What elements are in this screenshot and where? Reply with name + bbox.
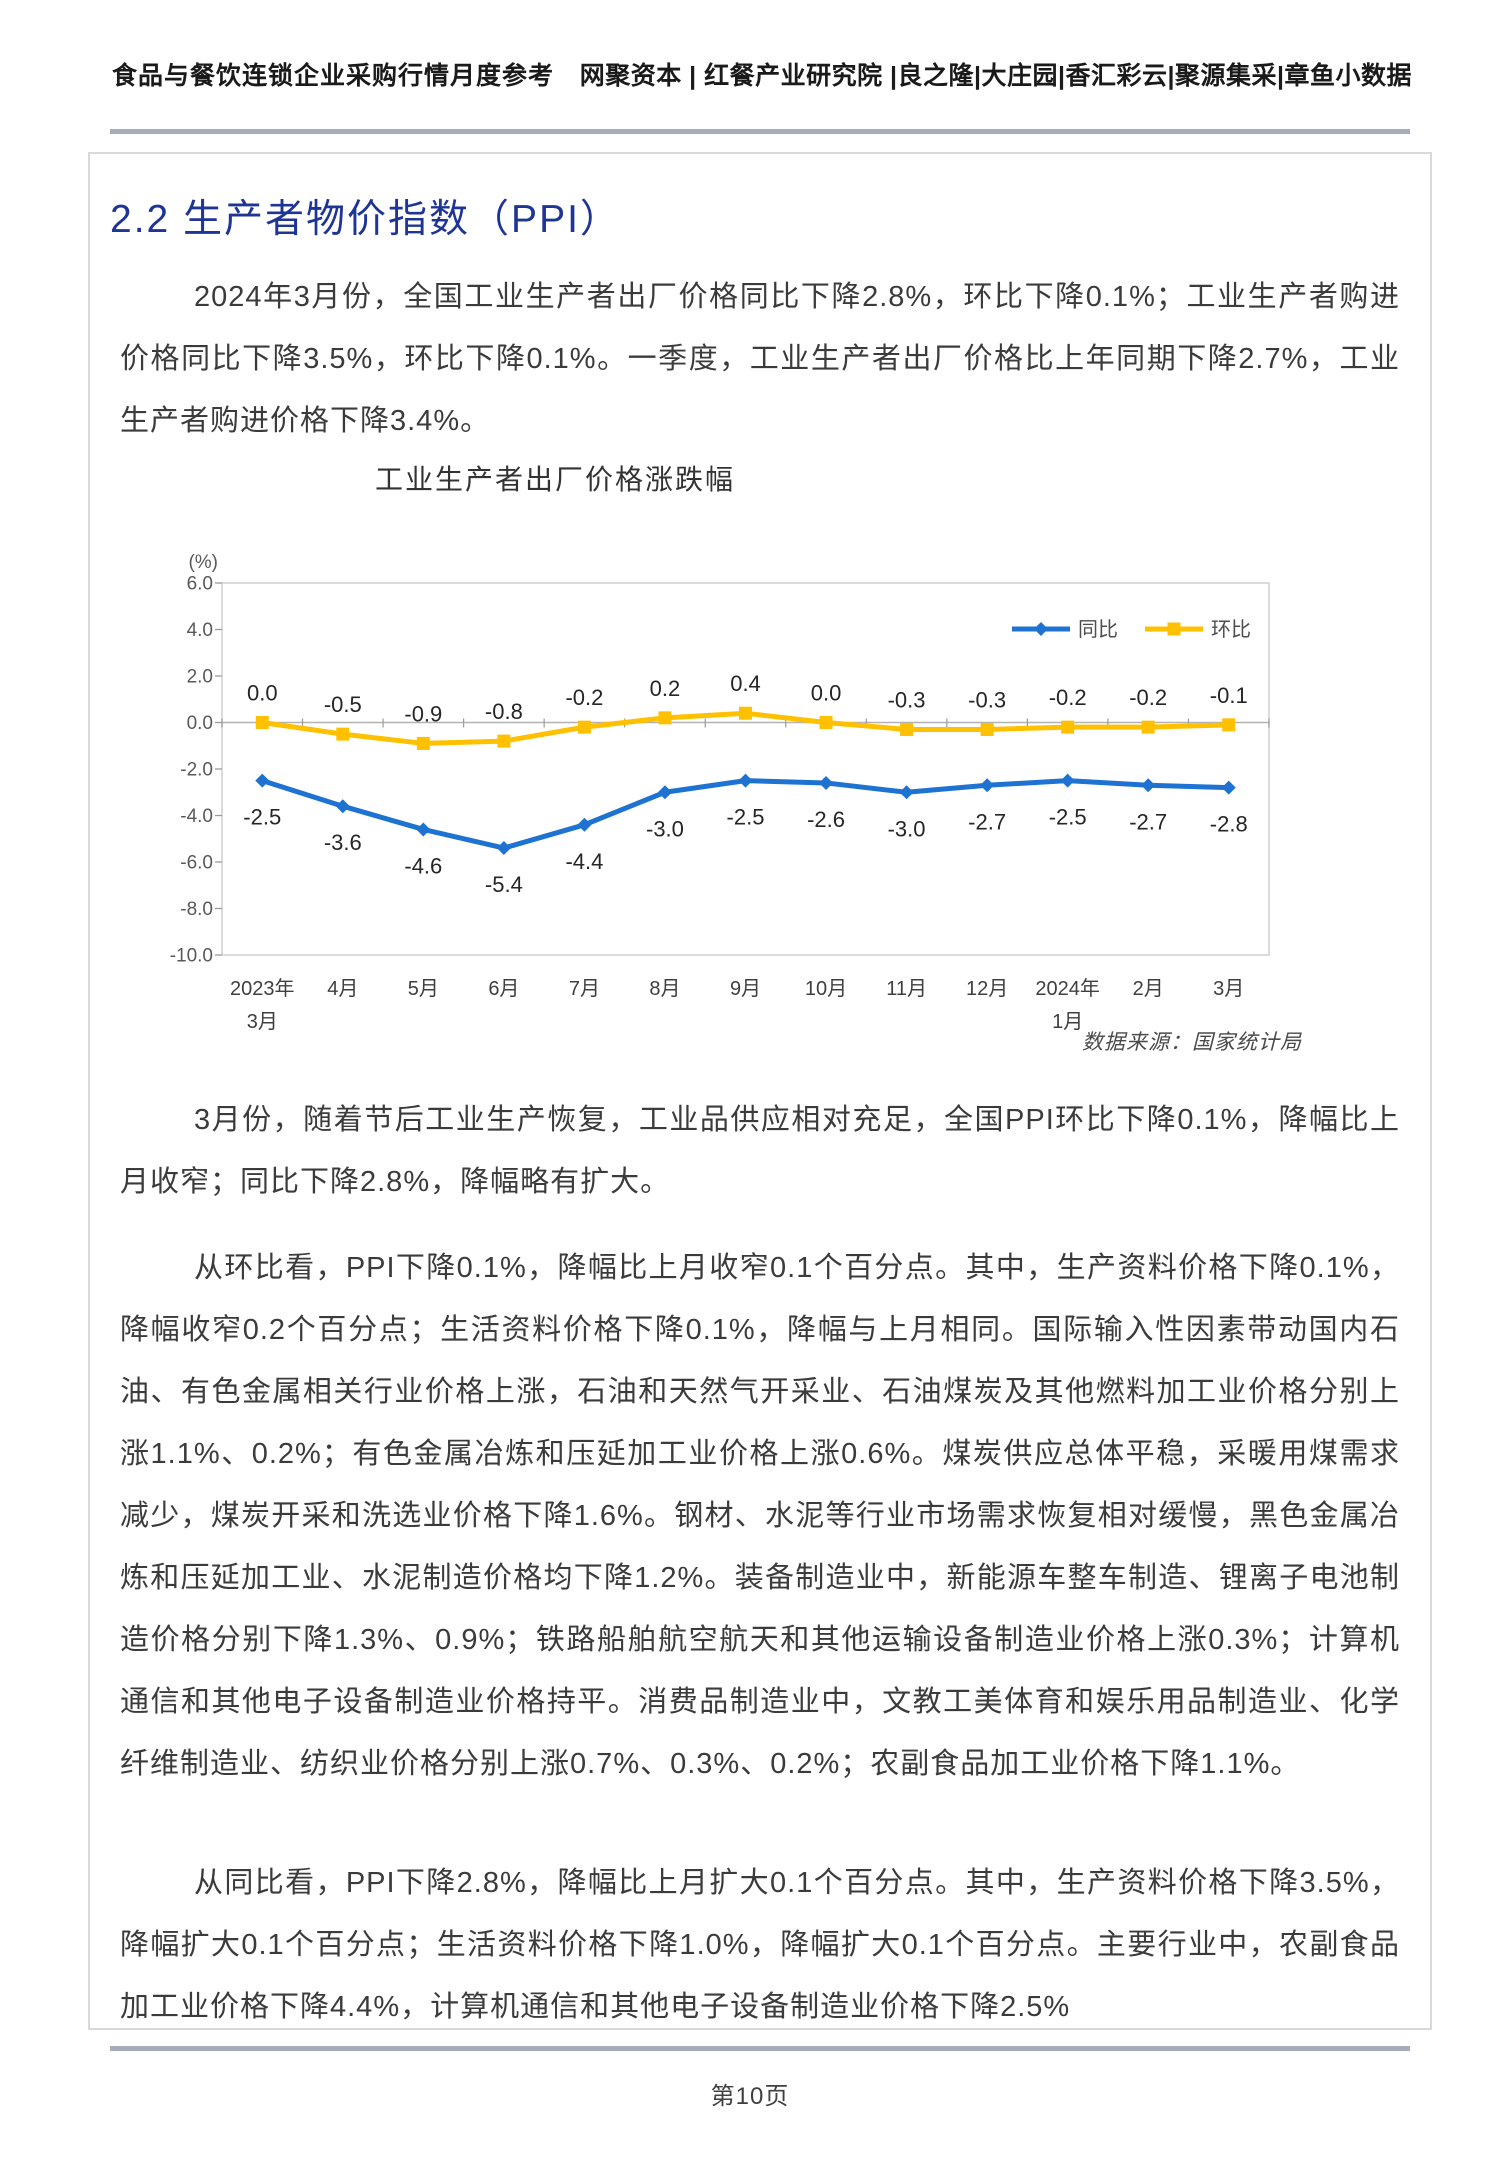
svg-text:8月: 8月	[649, 978, 680, 1000]
svg-text:-2.7: -2.7	[1129, 809, 1167, 834]
svg-text:10月: 10月	[805, 978, 847, 1000]
svg-text:环比: 环比	[1211, 618, 1251, 641]
paragraph-yoy-analysis: 从同比看，PPI下降2.8%，降幅比上月扩大0.1个百分点。其中，生产资料价格下…	[120, 1867, 1400, 2023]
svg-text:-2.7: -2.7	[968, 809, 1006, 834]
paragraph-march-overview: 3月份，随着节后工业生产恢复，工业品供应相对充足，全国PPI环比下降0.1%，降…	[120, 1104, 1400, 1198]
content-frame: 2.2 生产者物价指数（PPI） 2024年3月份，全国工业生产者出厂价格同比下…	[88, 152, 1432, 2030]
svg-text:-3.6: -3.6	[324, 830, 362, 855]
y-axis-unit-label: (%)	[188, 552, 218, 573]
section-heading: 2.2 生产者物价指数（PPI）	[110, 198, 621, 241]
svg-text:-3.0: -3.0	[888, 816, 926, 841]
svg-text:4.0: 4.0	[187, 620, 213, 641]
chart-legend: 同比 环比	[1012, 618, 1251, 641]
svg-text:1月: 1月	[1052, 1011, 1083, 1033]
paragraph-mom-analysis: 从环比看，PPI下降0.1%，降幅比上月收窄0.1个百分点。其中，生产资料价格下…	[120, 1252, 1400, 1780]
series-环比	[255, 706, 1236, 750]
svg-text:6.0: 6.0	[187, 574, 213, 595]
svg-text:6月: 6月	[488, 978, 519, 1000]
svg-text:-4.0: -4.0	[180, 806, 213, 827]
svg-text:0.4: 0.4	[730, 671, 761, 696]
data-labels-环比: 0.0 -0.5 -0.9 -0.8 -0.2 0.2 0.4 0.0 -0.3 -0.3 -0.2…	[247, 671, 1248, 726]
chart-source-note: 数据来源：国家统计局	[1082, 1031, 1302, 1054]
page-number: 第10页	[710, 2083, 790, 2110]
svg-text:5月: 5月	[408, 978, 439, 1000]
series-同比	[255, 773, 1236, 856]
svg-text:-4.6: -4.6	[404, 853, 442, 878]
svg-text:-0.2: -0.2	[1129, 685, 1167, 710]
ppi-line-chart: 6.0 4.0 2.0 0.0 -2.0 -4.0 -6.0 -8.0 -10.0 (%) 2023…	[170, 552, 1270, 1033]
svg-text:-2.0: -2.0	[180, 760, 213, 781]
svg-text:-4.4: -4.4	[565, 849, 603, 874]
svg-text:-2.8: -2.8	[1210, 812, 1248, 837]
svg-text:9月: 9月	[730, 978, 761, 1000]
svg-text:-0.3: -0.3	[968, 687, 1006, 712]
svg-text:4月: 4月	[327, 978, 358, 1000]
svg-text:11月: 11月	[886, 978, 927, 1000]
svg-text:-5.4: -5.4	[485, 872, 523, 897]
svg-text:0.0: 0.0	[811, 681, 842, 706]
chart-title: 工业生产者出厂价格涨跌幅	[374, 464, 735, 495]
svg-text:12月: 12月	[966, 978, 1008, 1000]
svg-text:3月: 3月	[1213, 978, 1244, 1000]
svg-text:-0.3: -0.3	[888, 687, 926, 712]
svg-text:-8.0: -8.0	[180, 899, 213, 920]
svg-text:2024年: 2024年	[1035, 977, 1100, 1000]
svg-text:-0.9: -0.9	[404, 701, 442, 726]
svg-text:-2.5: -2.5	[1049, 805, 1087, 830]
svg-text:-0.5: -0.5	[324, 692, 362, 717]
header-divider-rule	[110, 129, 1410, 134]
paragraph-ppi-summary: 2024年3月份，全国工业生产者出厂价格同比下降2.8%，环比下降0.1%；工业…	[120, 281, 1400, 437]
svg-text:-0.2: -0.2	[1049, 685, 1087, 710]
svg-text:-10.0: -10.0	[170, 946, 213, 967]
svg-text:3月: 3月	[247, 1011, 278, 1033]
svg-text:2023年: 2023年	[230, 977, 294, 1000]
svg-text:-0.8: -0.8	[485, 699, 523, 724]
svg-text:-2.6: -2.6	[807, 807, 845, 832]
svg-text:0.0: 0.0	[187, 713, 213, 734]
svg-text:-3.0: -3.0	[646, 816, 684, 841]
svg-text:0.2: 0.2	[650, 676, 681, 701]
svg-text:-2.5: -2.5	[727, 805, 765, 830]
svg-text:同比: 同比	[1078, 618, 1118, 641]
svg-text:-0.1: -0.1	[1210, 683, 1248, 708]
svg-text:-0.2: -0.2	[565, 685, 603, 710]
header-document-title: 食品与餐饮连锁企业采购行情月度参考	[112, 62, 555, 90]
svg-text:2月: 2月	[1133, 978, 1164, 1000]
svg-text:2.0: 2.0	[187, 667, 213, 688]
svg-text:-6.0: -6.0	[180, 853, 213, 874]
svg-text:0.0: 0.0	[247, 681, 278, 706]
svg-text:-2.5: -2.5	[243, 805, 281, 830]
header-source-brands: 网聚资本 | 红餐产业研究院 |良之隆|大庄园|香汇彩云|聚源集采|章鱼小数据	[579, 62, 1412, 90]
data-labels-同比: -2.5 -3.6 -4.6 -5.4 -4.4 -3.0 -2.5 -2.6 -3.0 -2.7…	[243, 805, 1247, 897]
svg-text:7月: 7月	[569, 978, 600, 1000]
footer-divider-rule	[110, 2046, 1410, 2051]
